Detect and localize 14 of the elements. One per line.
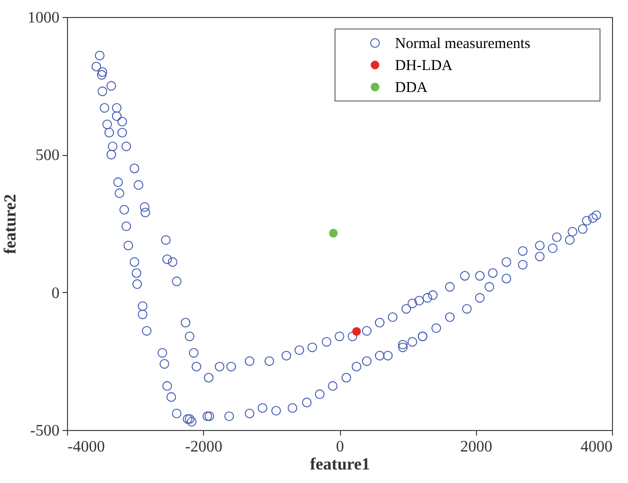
y-tick-label: 500 [36,147,60,164]
legend-label: Normal measurements [395,36,531,52]
y-tick-label: 1000 [28,10,60,26]
x-tick-label: 0 [336,438,344,456]
legend-label: DH-LDA [395,58,453,74]
y-tick-label: 0 [52,284,60,302]
x-tick-label: -2000 [185,438,222,456]
legend-label: DDA [395,80,428,96]
x-tick-label: -4000 [68,438,105,456]
x-tick-label: 2000 [460,438,492,456]
x-axis-title: feature1 [310,454,370,474]
y-axis-title: feature2 [0,194,20,254]
y-tick-label: -500 [30,422,60,440]
x-tick-label: 4000 [580,438,612,456]
